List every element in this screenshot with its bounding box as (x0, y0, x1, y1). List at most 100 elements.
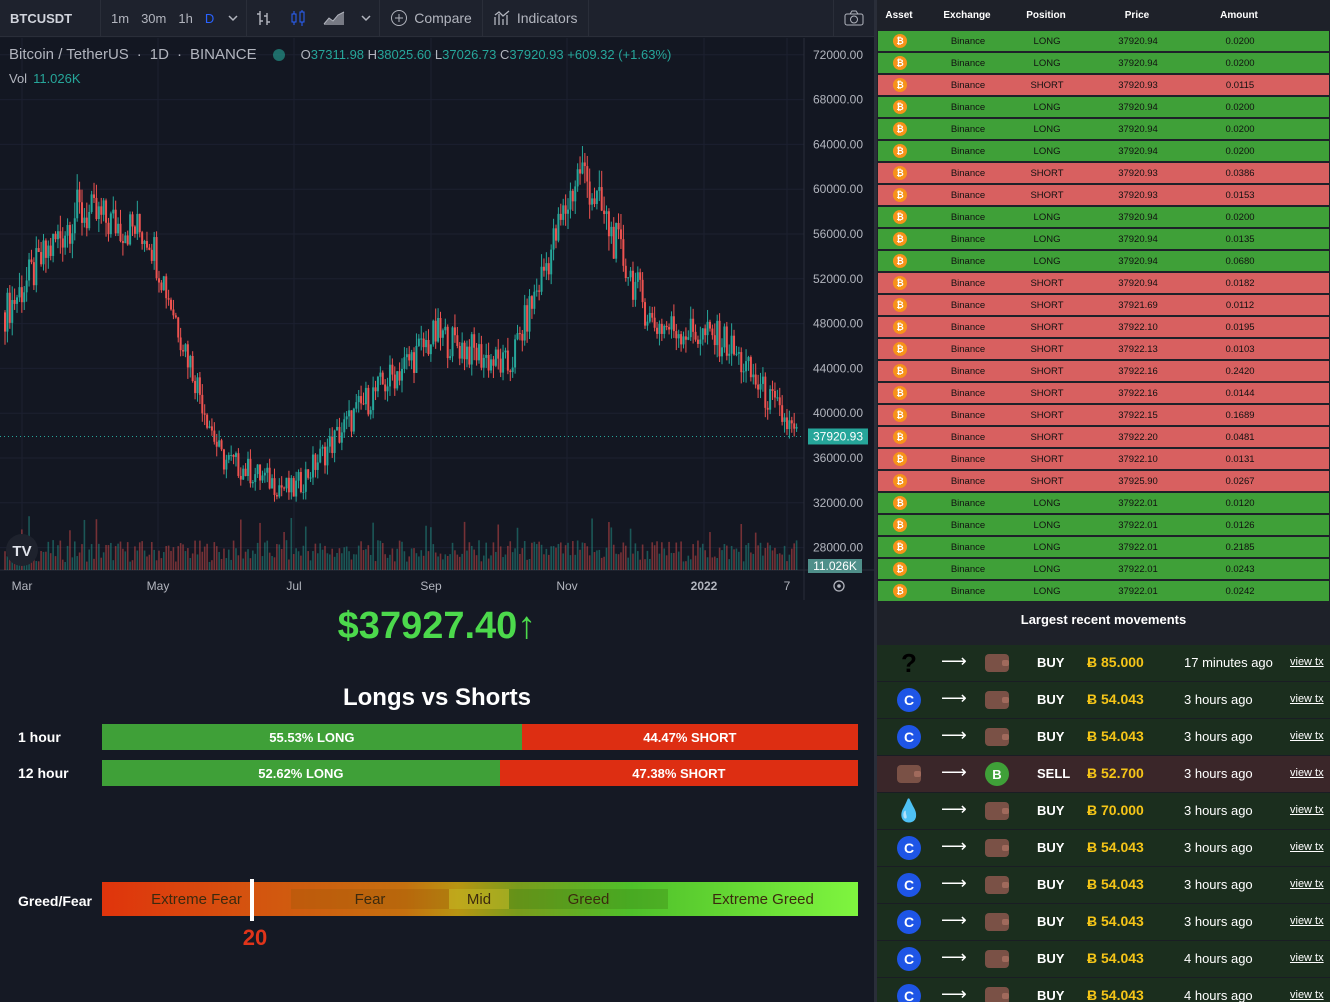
area-chart-icon[interactable] (315, 10, 353, 26)
volume-bar (81, 544, 83, 570)
volume-bar (711, 557, 714, 570)
volume-bar (610, 527, 613, 570)
price-cell: 37921.69 (1118, 299, 1158, 311)
view-tx-link[interactable]: view tx (1290, 656, 1324, 668)
volume-bar (442, 559, 444, 570)
compare-button[interactable]: Compare (380, 9, 482, 27)
from-entity: C (897, 688, 921, 712)
timeframe-1h[interactable]: 1h (178, 10, 193, 26)
view-tx-link[interactable]: view tx (1290, 767, 1324, 779)
view-tx-link[interactable]: view tx (1290, 730, 1324, 742)
candle-body (687, 337, 690, 340)
movement-type: BUY (1037, 877, 1065, 892)
volume-bar (182, 544, 184, 570)
candle-body (112, 209, 115, 214)
position-cell: LONG (1033, 145, 1061, 157)
volume-bar (456, 554, 459, 570)
candle-body (184, 344, 187, 352)
volume-bar (160, 558, 163, 570)
x-tick-label: Nov (556, 579, 577, 593)
candle-body (271, 478, 274, 489)
y-tick-label: 64000.00 (813, 137, 863, 151)
bar-chart-icon[interactable] (247, 9, 281, 27)
movement-type: BUY (1037, 692, 1065, 707)
candle-body (441, 330, 444, 338)
candle-body (771, 389, 774, 391)
candle-body (196, 377, 199, 394)
volume-bar (386, 557, 389, 570)
volume-bar (492, 542, 495, 570)
volume-bar (718, 547, 721, 570)
volume-bar (331, 548, 334, 570)
volume-bar (408, 556, 411, 570)
candle-body (509, 370, 512, 373)
view-tx-link[interactable]: view tx (1290, 804, 1324, 816)
movement-row: C ⟶ BUY Ƀ 54.043 3 hours ago view tx (877, 904, 1330, 941)
volume-bar (661, 542, 663, 570)
price-cell: 37920.94 (1118, 211, 1158, 223)
symbol-search[interactable]: BTCUSDT (10, 10, 73, 26)
timeframe-1m[interactable]: 1m (111, 10, 130, 26)
asset-cell: ₿ (878, 56, 922, 70)
volume-bar (721, 550, 723, 570)
view-tx-link[interactable]: view tx (1290, 915, 1324, 927)
long-segment: 55.53% LONG (102, 724, 522, 750)
price-cell: 37922.01 (1118, 541, 1158, 553)
chevron-down-icon[interactable] (220, 14, 246, 22)
view-tx-link[interactable]: view tx (1290, 693, 1324, 705)
from-entity: ? (897, 648, 921, 678)
exchange-cell: Binance (950, 233, 986, 245)
candle-body (415, 345, 418, 373)
y-tick-label: 60000.00 (813, 182, 863, 196)
bitcoin-icon: ₿ (893, 100, 907, 114)
candle-body (143, 241, 146, 245)
view-tx-link[interactable]: view tx (1290, 841, 1324, 853)
table-row: ₿ Binance LONG 37920.94 0.0200 (877, 206, 1330, 228)
exchange-cell: Binance (950, 145, 986, 157)
toolbar-divider (481, 0, 483, 37)
table-row: ₿ Binance LONG 37922.01 0.0120 (877, 492, 1330, 514)
volume-bar (191, 553, 194, 570)
candle-body (740, 352, 743, 373)
interval: 1D (149, 46, 169, 63)
chevron-down-icon[interactable] (353, 14, 379, 22)
candle-body (393, 374, 396, 389)
camera-icon[interactable] (834, 10, 874, 26)
volume-bar (249, 558, 252, 570)
candle-body (352, 408, 355, 432)
candle-body (78, 189, 81, 203)
price-cell: 37920.94 (1118, 145, 1158, 157)
table-row: ₿ Binance SHORT 37922.16 0.0144 (877, 382, 1330, 404)
volume-bar (675, 542, 678, 570)
price-cell: 37922.01 (1118, 519, 1158, 531)
timeframe-d[interactable]: D (204, 10, 215, 26)
volume-bar (45, 551, 47, 570)
volume-bar (468, 542, 471, 570)
indicators-button[interactable]: Indicators (483, 9, 588, 27)
candle-body (497, 349, 500, 359)
chart-canvas[interactable]: 72000.00 68000.00 64000.00 60000.00 56000.00… (0, 38, 874, 600)
candle-body (689, 318, 692, 338)
gear-icon[interactable] (833, 580, 845, 592)
amount-cell: 0.0481 (1225, 431, 1255, 443)
view-tx-link[interactable]: view tx (1290, 878, 1324, 890)
timeframe-30m[interactable]: 30m (141, 10, 167, 26)
volume-bar (569, 555, 572, 570)
volume-bar (769, 545, 771, 570)
volume-bar (223, 548, 225, 570)
position-cell: LONG (1033, 233, 1061, 245)
view-tx-link[interactable]: view tx (1290, 989, 1324, 1001)
candle-body (4, 312, 6, 332)
amount-cell: 0.0200 (1225, 57, 1255, 69)
candle-body (480, 344, 483, 368)
volume-bar (391, 548, 394, 570)
candle-body (336, 426, 339, 431)
price-chart[interactable]: 72000.00 68000.00 64000.00 60000.00 56000.00… (0, 38, 874, 600)
volume-bar (374, 561, 377, 570)
volume-bar (665, 555, 668, 570)
view-tx-link[interactable]: view tx (1290, 952, 1324, 964)
volume-bar (362, 550, 365, 570)
candle-body (648, 312, 651, 322)
candle-body (456, 335, 459, 346)
candlestick-icon[interactable] (281, 9, 315, 27)
